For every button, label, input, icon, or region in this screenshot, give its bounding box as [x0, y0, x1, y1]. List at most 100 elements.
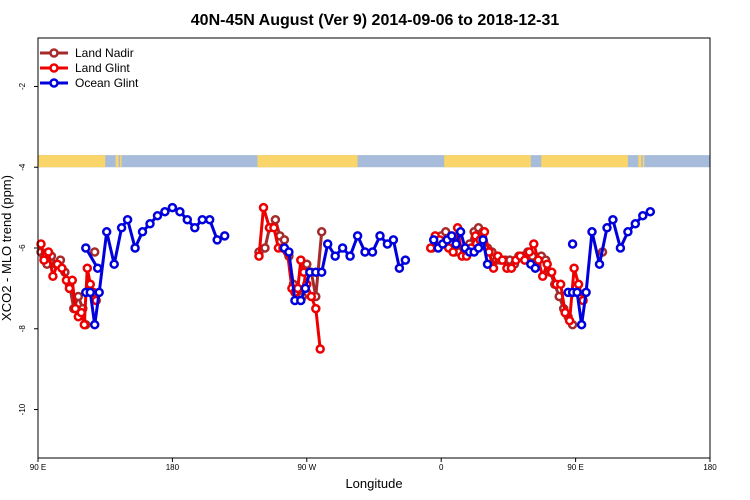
data-point-land-glint	[254, 251, 264, 261]
data-point-land-nadir	[316, 227, 327, 237]
data-point-land-glint	[555, 279, 566, 290]
data-point-ocean-glint	[284, 247, 294, 257]
land-ocean-band	[38, 155, 710, 168]
chart-title: 40N-45N August (Ver 9) 2014-09-06 to 201…	[191, 12, 560, 29]
data-point-ocean-glint	[375, 231, 385, 241]
data-point-land-glint	[76, 307, 87, 318]
data-point-land-glint	[315, 344, 325, 354]
data-point-land-glint	[524, 247, 535, 257]
data-point-ocean-glint	[478, 235, 488, 245]
data-point-land-glint	[82, 263, 93, 273]
data-point-land-glint	[573, 279, 584, 290]
x-tick-label: 0	[439, 463, 444, 472]
data-point-ocean-glint	[594, 259, 605, 269]
data-point-ocean-glint	[337, 243, 348, 253]
data-point-ocean-glint	[455, 227, 466, 237]
data-point-ocean-glint	[85, 287, 96, 298]
data-point-land-glint	[311, 303, 321, 314]
data-point-ocean-glint	[645, 206, 656, 217]
x-tick-label: 90 E	[567, 463, 583, 472]
data-point-land-glint	[39, 255, 49, 265]
legend-label: Land Glint	[75, 61, 130, 75]
land-band-segment	[120, 155, 122, 168]
data-point-land-glint	[448, 247, 458, 257]
data-point-ocean-glint	[190, 223, 200, 233]
legend-item-ocean-glint: Ocean Glint	[40, 76, 139, 90]
data-point-land-glint	[293, 283, 303, 294]
data-point-ocean-glint	[204, 214, 215, 225]
data-point-land-glint	[542, 259, 552, 269]
data-point-ocean-glint	[352, 231, 363, 241]
data-point-ocean-glint	[130, 243, 140, 253]
x-axis: 90 E 180 90 W 0 90 E 180	[30, 458, 717, 472]
data-point-land-glint	[36, 239, 46, 249]
data-point-land-nadir	[270, 214, 281, 225]
data-point-ocean-glint	[322, 239, 333, 249]
data-point-land-glint	[85, 279, 96, 290]
data-point-land-glint	[306, 291, 317, 302]
x-tick-label: 90 W	[297, 463, 316, 472]
legend-label: Land Nadir	[75, 46, 134, 60]
land-band-segment	[541, 155, 628, 168]
data-point-ocean-glint	[101, 227, 112, 237]
data-point-ocean-glint	[89, 319, 100, 330]
data-point-ocean-glint	[160, 206, 170, 217]
legend-swatch-marker	[49, 48, 59, 58]
data-point-land-glint	[57, 263, 67, 273]
data-point-land-glint	[269, 223, 279, 233]
data-point-ocean-glint	[360, 247, 370, 257]
data-point-land-glint	[537, 271, 548, 282]
data-point-ocean-glint	[219, 231, 230, 241]
legend-item-land-nadir: Land Nadir	[40, 46, 134, 60]
data-point-land-glint	[79, 319, 90, 330]
data-point-ocean-glint	[530, 263, 541, 273]
data-point-ocean-glint	[367, 247, 378, 257]
data-point-ocean-glint	[316, 267, 327, 277]
data-point-land-nadir	[260, 243, 270, 253]
legend-item-land-glint: Land Glint	[40, 61, 130, 75]
data-point-ocean-glint	[567, 239, 578, 249]
data-point-ocean-glint	[212, 235, 222, 245]
x-tick-label: 90 E	[30, 463, 46, 472]
data-point-ocean-glint	[576, 319, 587, 330]
data-point-ocean-glint	[382, 239, 393, 249]
data-point-ocean-glint	[581, 287, 591, 298]
data-point-land-glint	[48, 271, 58, 282]
data-point-ocean-glint	[400, 255, 411, 265]
data-point-ocean-glint	[451, 239, 461, 249]
data-point-land-glint	[67, 275, 78, 286]
data-point-land-glint	[529, 239, 539, 249]
data-point-land-glint	[64, 283, 75, 294]
data-point-land-glint	[258, 202, 269, 213]
data-point-ocean-glint	[587, 227, 597, 237]
land-band-segment	[38, 155, 106, 168]
y-axis-label: XCO2 - MLO trend (ppm)	[0, 175, 14, 321]
land-band-segment	[642, 155, 645, 168]
land-band-segment	[115, 155, 119, 168]
legend-swatch-marker	[49, 63, 59, 73]
y-tick-label: -4	[18, 163, 27, 171]
data-point-land-glint	[564, 315, 575, 326]
data-point-land-glint	[425, 243, 436, 253]
data-point-ocean-glint	[394, 263, 405, 273]
data-point-ocean-glint	[473, 243, 484, 253]
data-point-ocean-glint	[182, 214, 193, 225]
data-point-land-glint	[546, 267, 557, 277]
legend-label: Ocean Glint	[75, 76, 139, 90]
data-point-ocean-glint	[623, 227, 633, 237]
data-point-land-glint	[569, 263, 579, 273]
y-tick-label: -6	[18, 244, 27, 252]
legend-swatch-marker	[49, 78, 59, 88]
x-tick-label: 180	[166, 463, 180, 472]
data-layer	[36, 202, 656, 354]
data-point-ocean-glint	[446, 231, 457, 241]
data-point-ocean-glint	[197, 214, 208, 225]
data-point-ocean-glint	[428, 235, 439, 245]
y-tick-label: -10	[18, 403, 27, 415]
data-point-ocean-glint	[175, 206, 185, 217]
y-axis: -2 -4 -6 -8 -10	[18, 82, 38, 415]
data-point-land-glint	[506, 263, 517, 273]
y-tick-label: -2	[18, 82, 27, 90]
data-point-land-nadir	[279, 235, 290, 245]
